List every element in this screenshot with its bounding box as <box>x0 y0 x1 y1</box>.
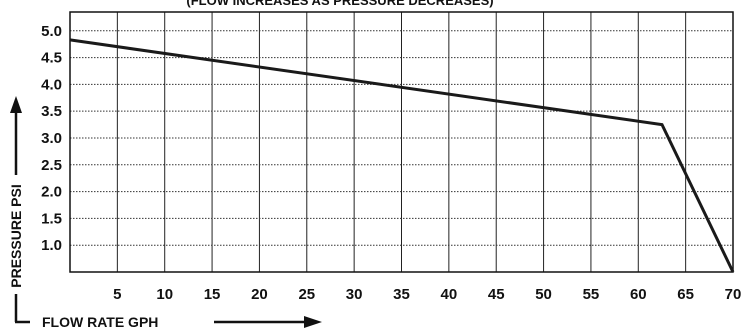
x-tick-label: 30 <box>346 286 363 303</box>
y-tick-label: 4.5 <box>41 50 62 67</box>
x-axis-title: FLOW RATE GPH <box>42 314 158 330</box>
x-tick-label: 50 <box>535 286 552 303</box>
y-axis-title: PRESSURE PSI <box>8 184 24 287</box>
chart-title: (FLOW INCREASES AS PRESSURE DECREASES) <box>186 0 493 8</box>
y-axis-arrow-head <box>10 96 22 113</box>
y-tick-label: 1.0 <box>41 237 62 254</box>
y-tick-label: 2.5 <box>41 157 62 174</box>
x-tick-label: 20 <box>251 286 268 303</box>
x-tick-label: 25 <box>298 286 315 303</box>
y-tick-label: 5.0 <box>41 23 62 40</box>
x-tick-label: 40 <box>441 286 458 303</box>
x-tick-label: 60 <box>630 286 647 303</box>
x-tick-label: 35 <box>393 286 410 303</box>
x-tick-label: 65 <box>677 286 694 303</box>
grid: 5 10 15 20 25 30 35 40 45 50 55 60 65 70 1.0 1.5 2.0 2.5 3… <box>41 11 742 303</box>
y-tick-label: 1.5 <box>41 210 62 227</box>
x-tick-label: 10 <box>156 286 173 303</box>
plot-area <box>69 38 735 273</box>
x-tick-label: 5 <box>113 286 121 303</box>
y-tick-label: 3.5 <box>41 103 62 120</box>
y-tick-label: 3.0 <box>41 130 62 147</box>
y-tick-label: 2.0 <box>41 184 62 201</box>
plot-frame <box>69 11 734 273</box>
x-tick-label: 55 <box>583 286 600 303</box>
x-tick-label: 70 <box>725 286 742 303</box>
y-tick-label: 4.0 <box>41 76 62 93</box>
x-axis-arrow-head <box>304 316 322 328</box>
x-tick-label: 15 <box>204 286 221 303</box>
x-tick-label: 45 <box>488 286 505 303</box>
